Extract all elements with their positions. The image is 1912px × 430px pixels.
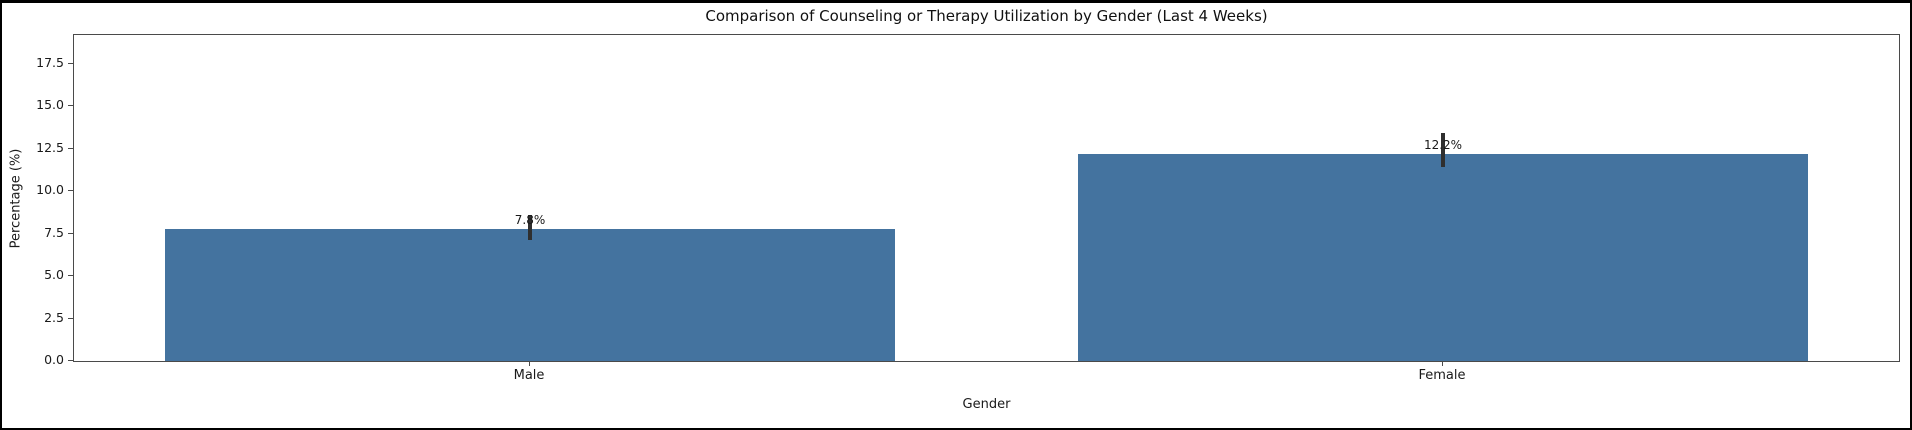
bar-female [1078, 154, 1808, 361]
x-axis-label: Gender [962, 397, 1011, 412]
y-tick-mark [68, 105, 73, 106]
y-tick-label: 10.0 [36, 182, 64, 197]
y-tick-mark [68, 190, 73, 191]
bar-value-label: 7.8% [514, 213, 546, 227]
chart-title: Comparison of Counseling or Therapy Util… [705, 7, 1268, 25]
bar-male [165, 229, 895, 361]
error-bar-male [528, 215, 532, 240]
y-tick-mark [68, 63, 73, 64]
plot-area: 7.8% 12.2% [73, 34, 1900, 362]
y-tick-mark [68, 318, 73, 319]
error-bar-female [1441, 133, 1445, 167]
y-tick-label: 5.0 [44, 267, 64, 282]
y-tick-label: 0.0 [44, 352, 64, 367]
y-tick-mark [68, 275, 73, 276]
y-tick-label: 7.5 [44, 225, 64, 240]
y-tick-label: 2.5 [44, 310, 64, 325]
y-tick-label: 12.5 [36, 140, 64, 155]
x-tick-mark [529, 361, 530, 366]
x-tick-mark [1442, 361, 1443, 366]
x-tick-label-female: Female [1418, 368, 1466, 383]
y-tick-mark [68, 233, 73, 234]
y-tick-label: 17.5 [36, 55, 64, 70]
bar-value-label: 12.2% [1423, 138, 1463, 152]
y-tick-mark [68, 360, 73, 361]
y-tick-mark [68, 148, 73, 149]
x-tick-label-male: Male [513, 368, 545, 383]
y-tick-label: 15.0 [36, 97, 64, 112]
